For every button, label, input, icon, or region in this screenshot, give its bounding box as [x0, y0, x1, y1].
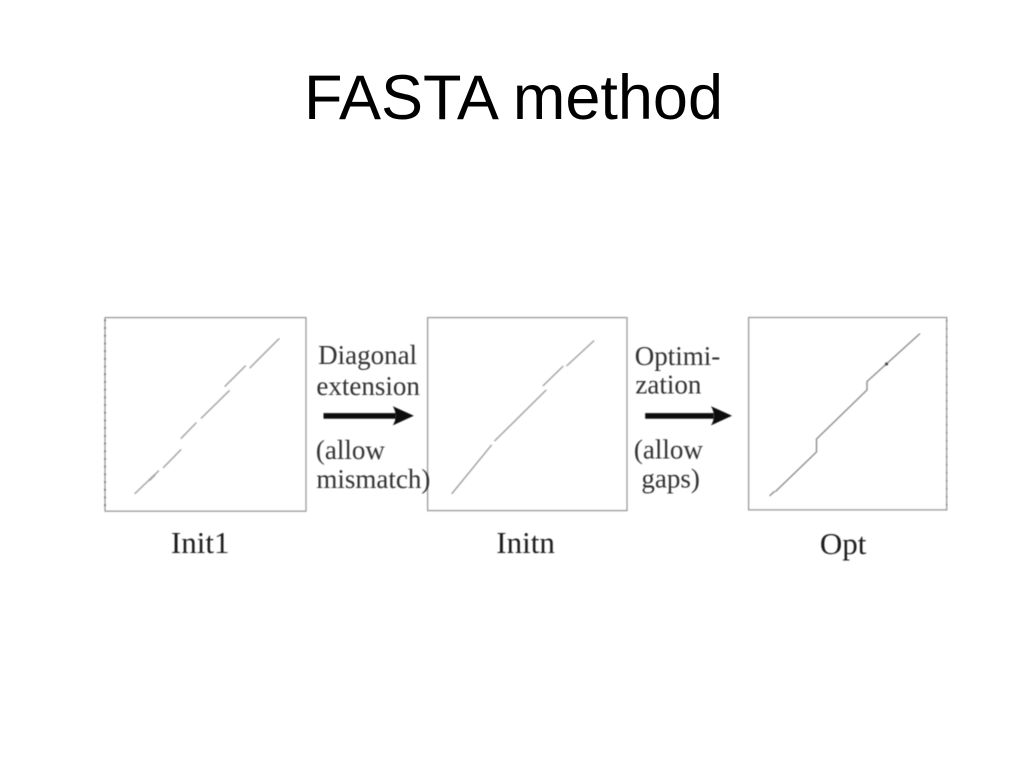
- svg-text:Optimi-: Optimi-: [635, 341, 721, 371]
- svg-text:(allow: (allow: [634, 435, 703, 465]
- svg-text:mismatch): mismatch): [316, 464, 430, 494]
- svg-text:(allow: (allow: [316, 435, 385, 465]
- svg-text:Diagonal: Diagonal: [318, 340, 417, 370]
- svg-text:gaps): gaps): [641, 463, 699, 493]
- svg-text:Initn: Initn: [496, 525, 555, 560]
- svg-text:Opt: Opt: [820, 526, 867, 561]
- svg-text:zation: zation: [635, 370, 701, 400]
- svg-text:extension: extension: [316, 371, 420, 401]
- svg-text:FASTA method: FASTA method: [304, 63, 723, 133]
- svg-text:Init1: Init1: [171, 525, 230, 560]
